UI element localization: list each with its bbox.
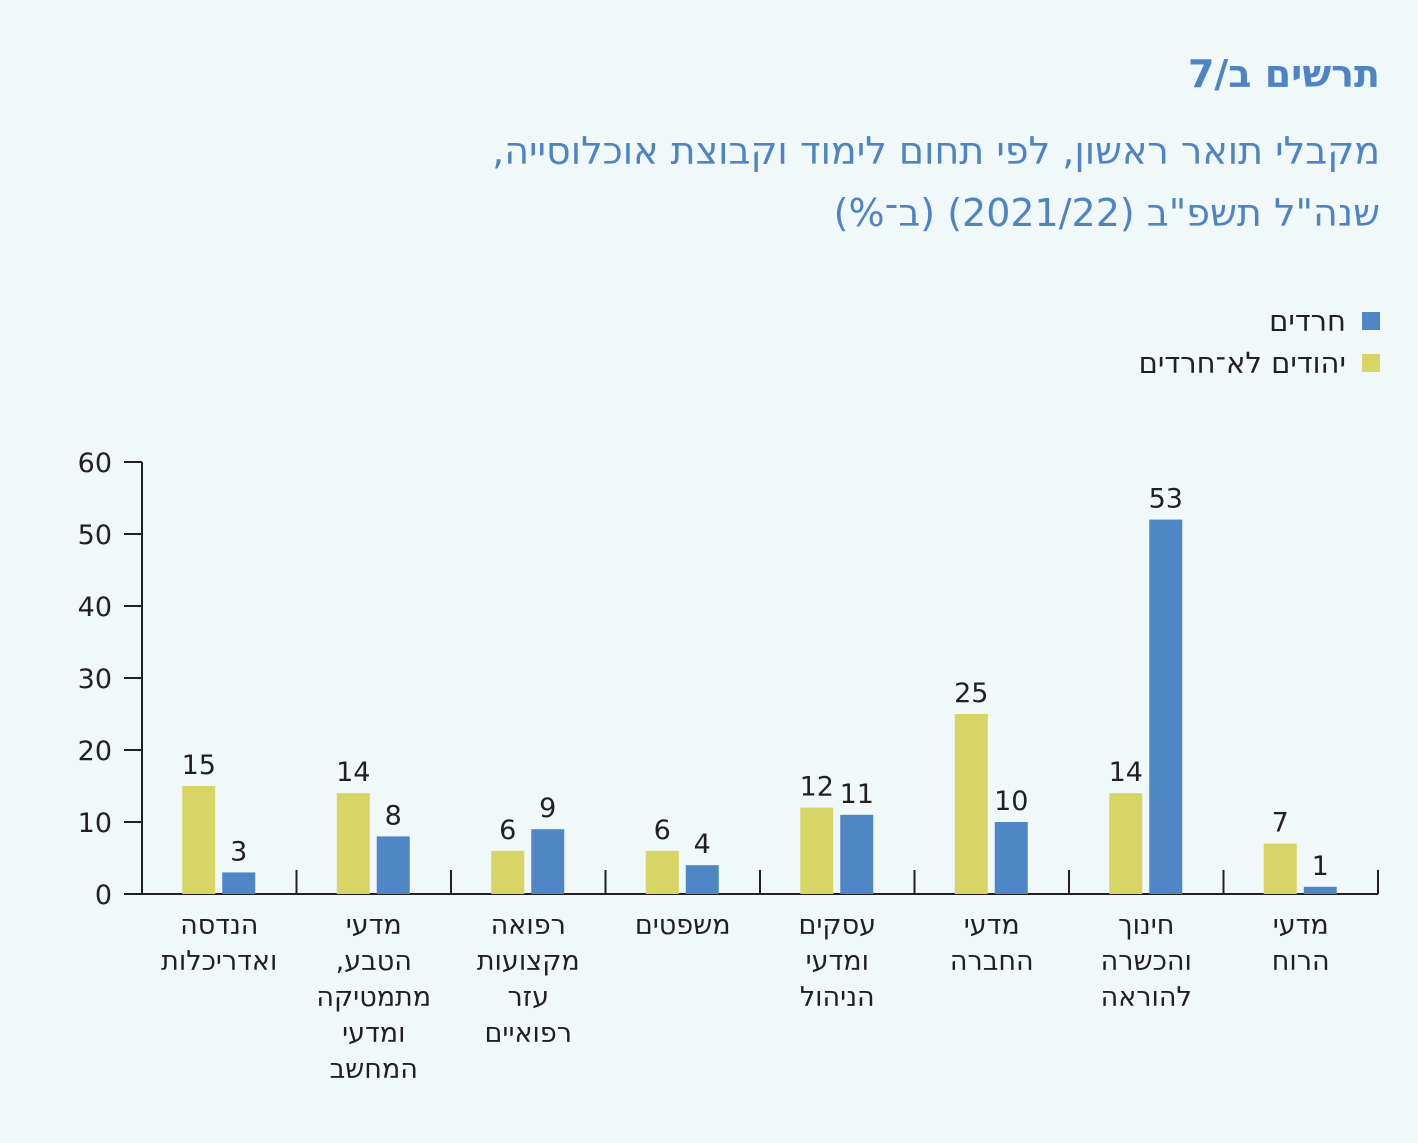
x-category-label-3-line-2: הניהול: [800, 982, 875, 1013]
legend-swatch-non-haredi: [1362, 354, 1380, 372]
x-category-label-5-line-3: רפואיים: [485, 1018, 573, 1049]
y-tick-label-50: 50: [78, 520, 112, 551]
x-category-label-0: מדעי הרוח: [1272, 910, 1330, 977]
value-label-non-haredi-0: 7: [1272, 808, 1289, 839]
y-tick-label-10: 10: [78, 808, 112, 839]
bar-haredi-5: [531, 829, 565, 894]
x-category-label-5-line-1: מקצועות: [477, 946, 580, 977]
legend-item-non-haredi: יהודים לא־חרדים: [1139, 342, 1380, 384]
figure-label: תרשים ב/7: [1187, 52, 1380, 96]
value-label-non-haredi-3: 12: [800, 772, 834, 803]
value-label-haredi-6: 8: [385, 800, 402, 831]
x-category-label-5-line-2: עזר: [508, 982, 550, 1013]
bar-non-haredi-5: [491, 850, 525, 894]
x-category-label-6-line-4: המחשב: [330, 1054, 418, 1085]
x-category-label-6-line-0: מדעי: [346, 910, 402, 941]
bar-haredi-0: [1303, 886, 1337, 894]
x-category-label-3-line-0: עסקים: [798, 910, 876, 941]
y-tick-label-0: 0: [95, 880, 112, 911]
value-label-non-haredi-6: 14: [336, 757, 370, 788]
bar-haredi-7: [222, 872, 256, 894]
x-category-label-0-line-0: מדעי: [1273, 910, 1329, 941]
bar-non-haredi-2: [954, 714, 988, 894]
x-category-label-5: רפואה מקצועות עזר רפואיים: [477, 910, 580, 1049]
chart-title-line-1: מקבלי תואר ראשון, לפי תחום לימוד וקבוצת …: [492, 129, 1380, 173]
legend-item-haredi: חרדים: [1139, 300, 1380, 342]
value-label-non-haredi-1: 14: [1109, 757, 1143, 788]
x-category-label-7: הנדסה ואדריכלות: [161, 910, 277, 977]
x-category-label-2: מדעי החברה: [950, 910, 1034, 977]
x-category-label-2-line-1: החברה: [950, 946, 1034, 977]
x-category-label-3: עסקים ומדעי הניהול: [798, 910, 876, 1013]
value-label-haredi-1: 53: [1149, 484, 1183, 515]
value-label-haredi-3: 11: [840, 779, 874, 810]
value-label-non-haredi-2: 25: [954, 678, 988, 709]
bar-non-haredi-7: [182, 786, 216, 894]
bar-non-haredi-4: [645, 850, 679, 894]
value-label-haredi-5: 9: [539, 793, 556, 824]
x-category-label-4-line-0: משפטים: [635, 910, 731, 941]
x-category-label-2-line-0: מדעי: [964, 910, 1020, 941]
value-label-non-haredi-5: 6: [499, 815, 516, 846]
y-tick-label-40: 40: [78, 592, 112, 623]
value-label-haredi-7: 3: [230, 836, 247, 867]
bar-haredi-3: [840, 814, 874, 894]
x-category-label-5-line-0: רפואה: [491, 910, 566, 941]
x-category-label-7-line-1: ואדריכלות: [161, 946, 277, 977]
chart-title-line-2: שנה"ל תשפ"ב (2021/22) (ב־%): [833, 191, 1380, 235]
x-category-label-0-line-1: הרוח: [1272, 946, 1330, 977]
x-category-label-4: משפטים: [635, 910, 731, 941]
x-category-label-7-line-0: הנדסה: [180, 910, 258, 941]
chart-title: מקבלי תואר ראשון, לפי תחום לימוד וקבוצת …: [492, 120, 1380, 244]
x-category-label-1-line-0: חינוך: [1118, 910, 1174, 941]
bar-non-haredi-0: [1263, 843, 1297, 894]
chart-legend: חרדים יהודים לא־חרדים: [1139, 300, 1380, 384]
legend-label-haredi: חרדים: [1269, 304, 1346, 338]
legend-label-non-haredi: יהודים לא־חרדים: [1138, 346, 1346, 380]
legend-swatch-haredi: [1362, 312, 1380, 330]
bar-haredi-6: [376, 836, 410, 894]
value-label-non-haredi-7: 15: [182, 750, 216, 781]
value-label-non-haredi-4: 6: [654, 815, 671, 846]
x-category-label-6-line-3: ומדעי: [342, 1018, 405, 1049]
value-label-haredi-0: 1: [1312, 851, 1329, 882]
y-tick-label-20: 20: [78, 736, 112, 767]
x-category-label-6-line-1: הטבע,: [336, 946, 412, 977]
value-label-haredi-2: 10: [994, 786, 1028, 817]
x-category-label-1: חינוך והכשרה להוראה: [1101, 910, 1192, 1013]
x-category-label-1-line-2: להוראה: [1101, 982, 1192, 1013]
bar-haredi-4: [685, 865, 719, 894]
x-category-label-3-line-1: ומדעי: [806, 946, 869, 977]
value-label-haredi-4: 4: [694, 829, 711, 860]
bar-non-haredi-6: [336, 793, 370, 894]
x-category-label-6-line-2: מתמטיקה: [316, 982, 431, 1013]
x-category-label-1-line-1: והכשרה: [1101, 946, 1192, 977]
y-tick-label-60: 60: [78, 448, 112, 479]
bar-non-haredi-3: [800, 807, 834, 894]
bar-haredi-2: [994, 822, 1028, 894]
y-tick-label-30: 30: [78, 664, 112, 695]
bar-non-haredi-1: [1109, 793, 1143, 894]
bar-haredi-1: [1149, 519, 1183, 894]
x-category-label-6: מדעי הטבע, מתמטיקה ומדעי המחשב: [316, 910, 431, 1085]
